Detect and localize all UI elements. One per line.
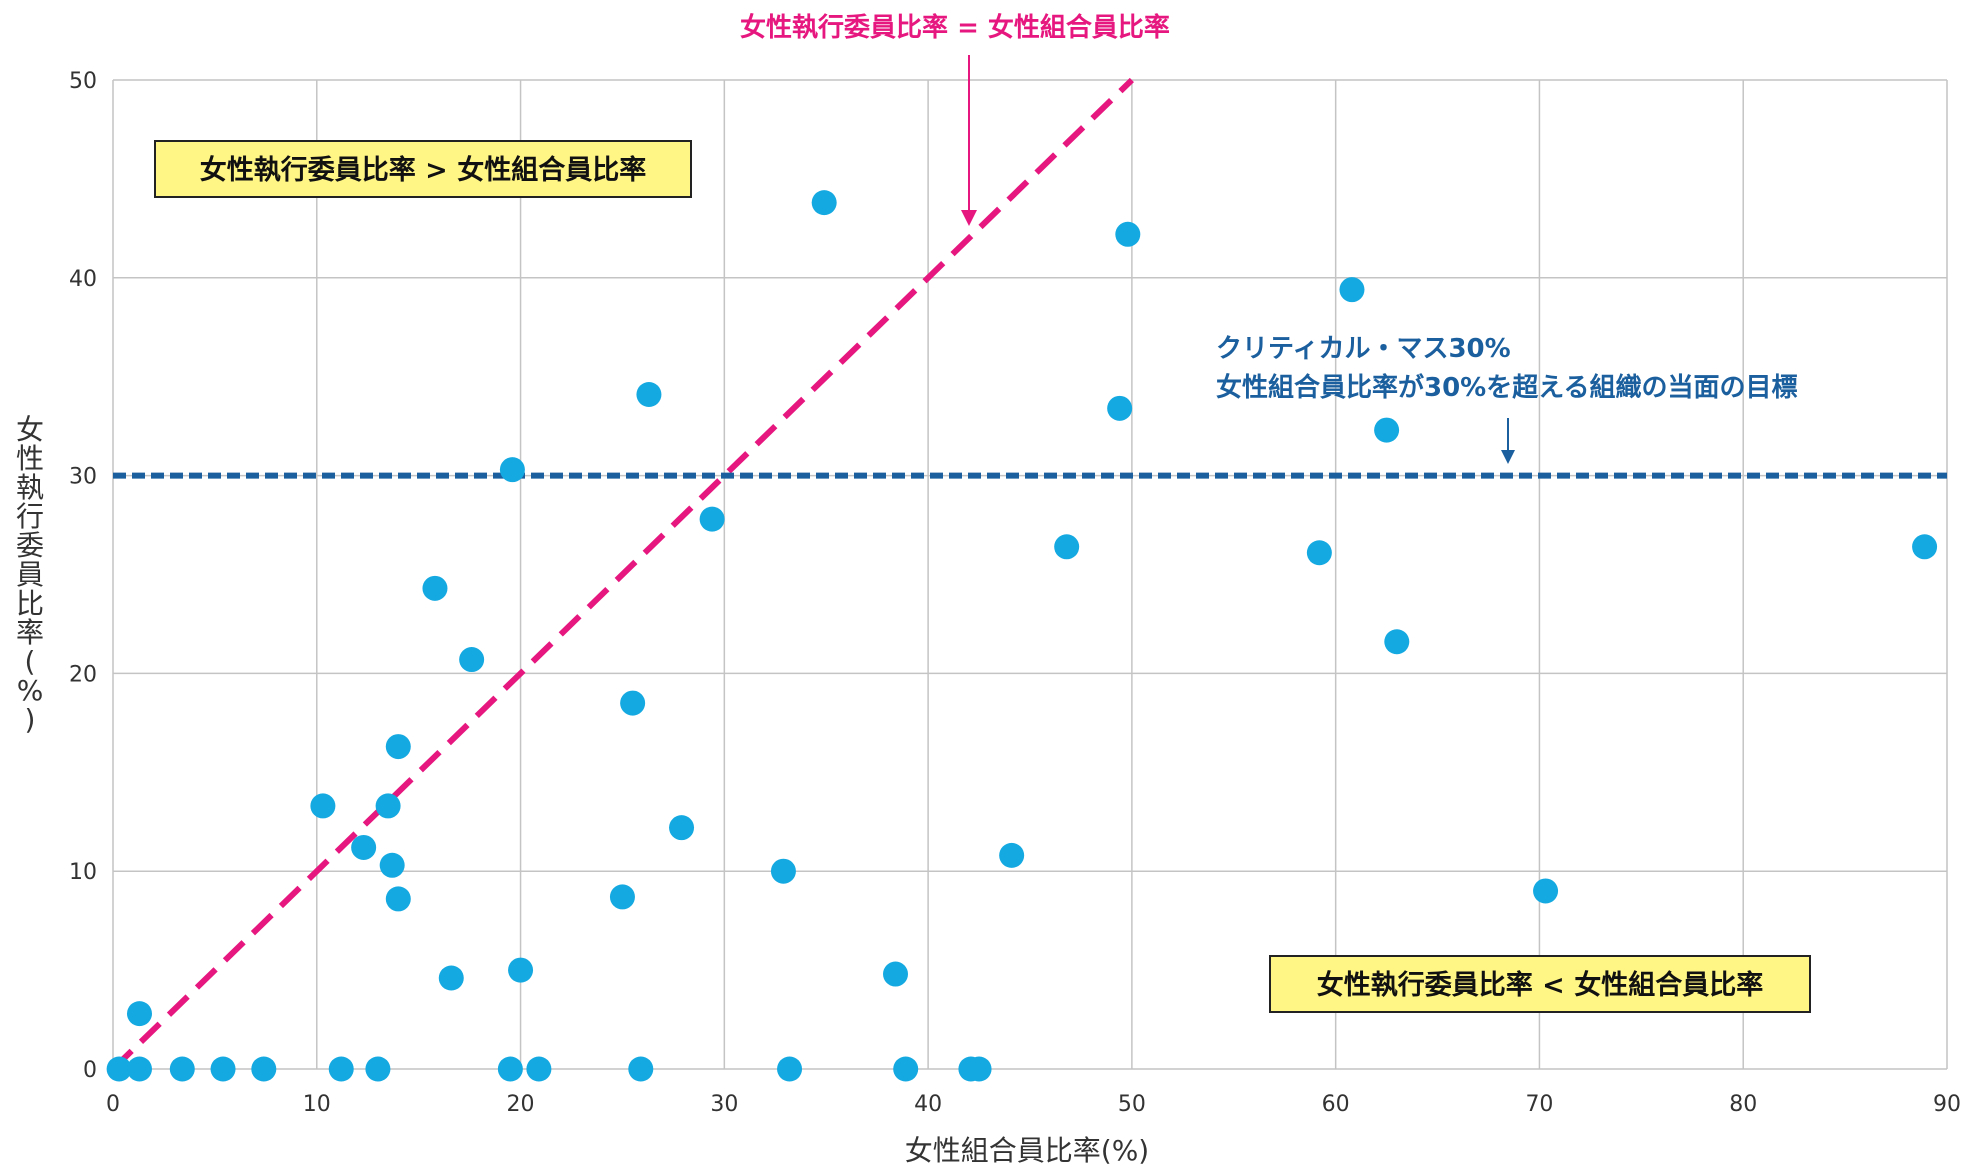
data-point-20	[526, 1056, 552, 1082]
data-point-12	[385, 734, 411, 760]
data-point-13	[385, 886, 411, 912]
data-point-14	[422, 575, 448, 601]
data-point-0	[106, 1056, 132, 1082]
data-point-22	[620, 690, 646, 716]
data-point-8	[351, 834, 377, 860]
data-point-30	[883, 961, 909, 987]
y-tick-label: 50	[69, 69, 97, 94]
data-point-31	[893, 1056, 919, 1082]
x-tick-label: 0	[106, 1092, 120, 1117]
data-point-33	[966, 1056, 992, 1082]
data-point-25	[669, 815, 695, 841]
critical-mass-arrow-head	[1501, 450, 1515, 464]
y-axis-label-char: 員	[16, 558, 44, 591]
data-point-39	[1339, 277, 1365, 303]
y-axis-label-char: 比	[16, 587, 44, 620]
data-point-2	[126, 1001, 152, 1027]
data-point-7	[328, 1056, 354, 1082]
data-point-36	[1107, 395, 1133, 421]
data-point-38	[1306, 540, 1332, 566]
data-point-9	[365, 1056, 391, 1082]
data-point-10	[375, 793, 401, 819]
x-tick-label: 90	[1933, 1092, 1961, 1117]
data-point-17	[497, 1056, 523, 1082]
y-tick-label: 40	[69, 267, 97, 292]
data-point-35	[1054, 534, 1080, 560]
critical-mass-label-2: 女性組合員比率が30%を超える組織の当面の目標	[1216, 372, 1797, 403]
data-point-40	[1374, 417, 1400, 443]
data-point-29	[811, 190, 837, 216]
upper-region-box-bg	[154, 140, 692, 198]
data-point-26	[699, 506, 725, 532]
data-point-42	[1533, 878, 1559, 904]
x-tick-label: 60	[1322, 1092, 1350, 1117]
y-axis-label-char: 性	[16, 442, 44, 475]
x-tick-label: 40	[914, 1092, 942, 1117]
data-point-24	[636, 382, 662, 408]
x-tick-label: 10	[303, 1092, 331, 1117]
data-point-11	[379, 852, 405, 878]
y-axis-label-char: %	[17, 674, 44, 707]
y-tick-label: 30	[69, 465, 97, 490]
y-axis-label-char: 執	[16, 471, 44, 504]
data-point-15	[438, 965, 464, 991]
data-points	[106, 190, 1938, 1082]
y-axis-label-char: 女	[16, 413, 44, 446]
x-tick-label: 20	[507, 1092, 535, 1117]
y-axis-label: 女性執行委員比率(%)	[16, 413, 44, 736]
y-axis-label-char: 率	[16, 616, 44, 649]
data-point-27	[770, 858, 796, 884]
y-axis-label-char: )	[25, 703, 36, 736]
upper-region-label: 女性執行委員比率 > 女性組合員比率	[200, 154, 646, 186]
lower-region-box: 女性執行委員比率 < 女性組合員比率	[1269, 955, 1811, 1013]
data-point-5	[251, 1056, 277, 1082]
y-axis-ticks: 0 10 20 30 40 50	[69, 69, 97, 1083]
data-point-1	[126, 1056, 152, 1082]
data-point-3	[169, 1056, 195, 1082]
y-axis-label-char: 行	[16, 500, 44, 533]
critical-mass-label-1: クリティカル・マス30%	[1216, 334, 1511, 364]
reference-lines	[110, 77, 1947, 1072]
y-tick-label: 10	[69, 860, 97, 885]
x-axis-ticks: 0 10 20 30 40 50 60 70 80 90	[106, 1092, 1961, 1117]
y-axis-label-char: (	[25, 645, 36, 678]
data-point-21	[609, 884, 635, 910]
x-axis-label: 女性組合員比率(%)	[905, 1134, 1149, 1167]
diagonal-annotation: 女性執行委員比率 = 女性組合員比率	[740, 12, 1170, 226]
data-point-19	[508, 957, 534, 983]
data-point-4	[210, 1056, 236, 1082]
data-point-6	[310, 793, 336, 819]
upper-region-box: 女性執行委員比率 > 女性組合員比率	[154, 140, 692, 198]
data-point-23	[628, 1056, 654, 1082]
diagonal-arrow-head	[961, 210, 977, 226]
data-point-41	[1384, 629, 1410, 655]
y-axis-label-char: 委	[16, 529, 44, 562]
critical-mass-annotation: クリティカル・マス30% 女性組合員比率が30%を超える組織の当面の目標	[1216, 334, 1797, 464]
lower-region-box-bg	[1269, 955, 1811, 1013]
diagonal-label: 女性執行委員比率 = 女性組合員比率	[740, 12, 1170, 43]
data-point-34	[999, 842, 1025, 868]
x-tick-label: 80	[1729, 1092, 1757, 1117]
data-point-28	[777, 1056, 803, 1082]
equality-diagonal-line	[110, 77, 1134, 1072]
data-point-43	[1912, 534, 1938, 560]
data-point-16	[459, 647, 485, 673]
y-tick-label: 20	[69, 662, 97, 687]
x-tick-label: 70	[1525, 1092, 1553, 1117]
y-tick-label: 0	[83, 1058, 97, 1083]
data-point-37	[1115, 221, 1141, 247]
grid-lines	[112, 79, 1948, 1070]
lower-region-label: 女性執行委員比率 < 女性組合員比率	[1317, 969, 1763, 1001]
x-tick-label: 30	[710, 1092, 738, 1117]
data-point-18	[499, 457, 525, 483]
x-tick-label: 50	[1118, 1092, 1146, 1117]
